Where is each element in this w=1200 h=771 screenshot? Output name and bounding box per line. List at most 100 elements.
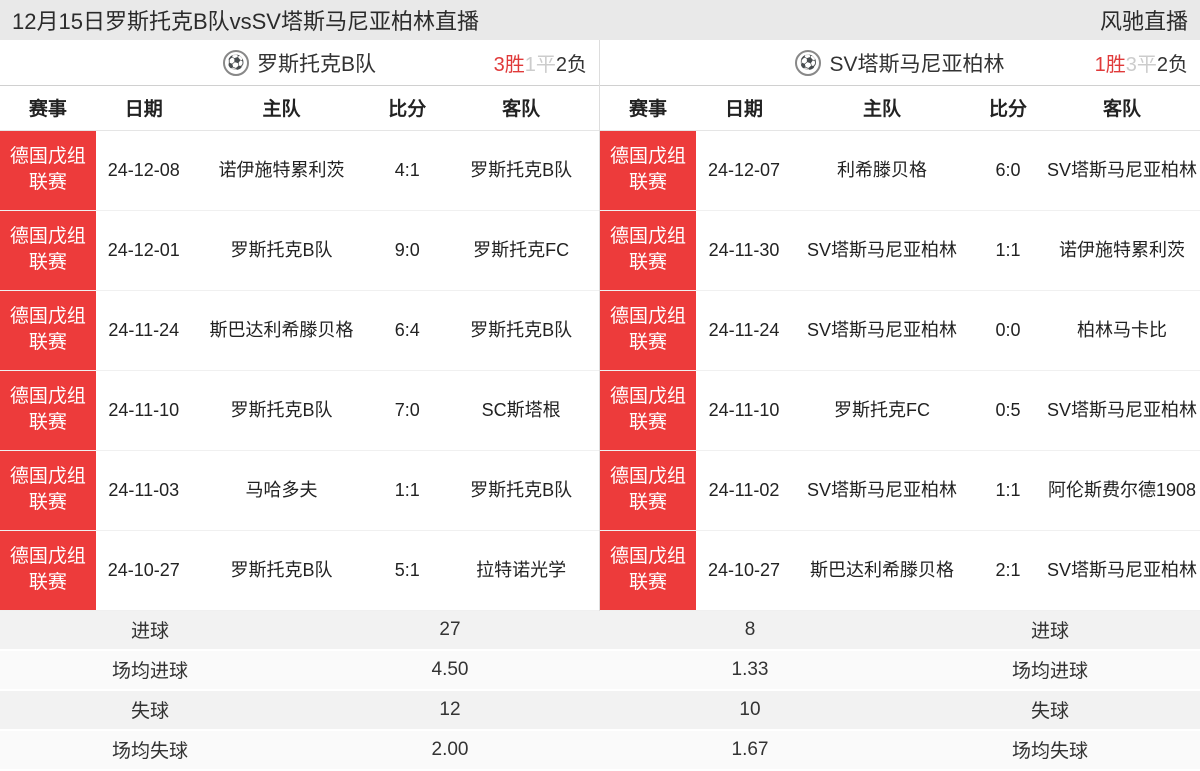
stat-label: 场均失球 xyxy=(0,736,300,763)
cell-away: SV塔斯马尼亚柏林 xyxy=(1044,530,1200,610)
cell-away: 罗斯托克B队 xyxy=(443,450,599,530)
stat-label: 进球 xyxy=(0,616,300,643)
stat-row-conceded: 失球 12 xyxy=(0,691,600,731)
cell-league: 德国戊组联赛 xyxy=(0,530,96,610)
cell-home: SV塔斯马尼亚柏林 xyxy=(792,290,972,370)
stat-row-avg-conceded: 1.67 场均失球 xyxy=(600,731,1200,771)
left-summary: 3胜1平2负 xyxy=(494,48,587,77)
table-row: 德国戊组联赛24-10-27罗斯托克B队5:1拉特诺光学 xyxy=(0,530,599,610)
table-row: 德国戊组联赛24-11-03马哈多夫1:1罗斯托克B队 xyxy=(0,450,599,530)
cell-away: SC斯塔根 xyxy=(443,370,599,450)
left-team-name: 罗斯托克B队 xyxy=(257,48,376,78)
cell-date: 24-11-30 xyxy=(696,210,792,290)
cell-score: 1:1 xyxy=(371,450,443,530)
cell-date: 24-11-24 xyxy=(696,290,792,370)
cell-home: 诺伊施特累利茨 xyxy=(192,130,372,210)
cell-home: SV塔斯马尼亚柏林 xyxy=(792,450,972,530)
cell-score: 5:1 xyxy=(371,530,443,610)
stat-value: 12 xyxy=(300,699,600,721)
left-team-header: ⚽ 罗斯托克B队 3胜1平2负 xyxy=(0,40,599,86)
stat-label: 失球 xyxy=(0,696,300,723)
stat-row-goals: 进球 27 xyxy=(0,611,600,651)
col-league: 赛事 xyxy=(600,86,696,130)
cell-league: 德国戊组联赛 xyxy=(0,450,96,530)
stat-value: 1.67 xyxy=(600,739,900,761)
cell-home: 斯巴达利希滕贝格 xyxy=(792,530,972,610)
cell-date: 24-11-24 xyxy=(96,290,192,370)
cell-home: 罗斯托克B队 xyxy=(192,370,372,450)
stat-label: 场均进球 xyxy=(0,656,300,683)
stat-row-avg-goals: 场均进球 4.50 xyxy=(0,651,600,691)
left-matches-table: 赛事 日期 主队 比分 客队 德国戊组联赛24-12-08诺伊施特累利茨4:1罗… xyxy=(0,86,599,611)
col-away: 客队 xyxy=(1044,86,1200,130)
table-row: 德国戊组联赛24-12-08诺伊施特累利茨4:1罗斯托克B队 xyxy=(0,130,599,210)
cell-date: 24-11-10 xyxy=(696,370,792,450)
cell-home: 马哈多夫 xyxy=(192,450,372,530)
right-stats: 8 进球 1.33 场均进球 10 失球 1.67 场均失球 xyxy=(600,611,1200,771)
table-row: 德国戊组联赛24-12-07利希滕贝格6:0SV塔斯马尼亚柏林 xyxy=(600,130,1200,210)
stat-row-conceded: 10 失球 xyxy=(600,691,1200,731)
cell-away: 柏林马卡比 xyxy=(1044,290,1200,370)
col-date: 日期 xyxy=(96,86,192,130)
table-header-row: 赛事 日期 主队 比分 客队 xyxy=(0,86,599,130)
col-score: 比分 xyxy=(972,86,1044,130)
table-row: 德国戊组联赛24-11-30SV塔斯马尼亚柏林1:1诺伊施特累利茨 xyxy=(600,210,1200,290)
stat-label: 场均失球 xyxy=(900,736,1200,763)
cell-score: 1:1 xyxy=(972,210,1044,290)
cell-score: 9:0 xyxy=(371,210,443,290)
cell-league: 德国戊组联赛 xyxy=(600,450,696,530)
stats-block: 进球 27 场均进球 4.50 失球 12 场均失球 2.00 8 进球 1.3… xyxy=(0,611,1200,771)
table-row: 德国戊组联赛24-12-01罗斯托克B队9:0罗斯托克FC xyxy=(0,210,599,290)
cell-home: 斯巴达利希滕贝格 xyxy=(192,290,372,370)
team-logo-icon: ⚽ xyxy=(795,50,821,76)
cell-league: 德国戊组联赛 xyxy=(600,530,696,610)
team-logo-icon: ⚽ xyxy=(223,50,249,76)
cell-date: 24-11-02 xyxy=(696,450,792,530)
right-team-header: ⚽ SV塔斯马尼亚柏林 1胜3平2负 xyxy=(600,40,1200,86)
right-team-name: SV塔斯马尼亚柏林 xyxy=(829,48,1004,78)
cell-date: 24-12-07 xyxy=(696,130,792,210)
cell-away: SV塔斯马尼亚柏林 xyxy=(1044,130,1200,210)
cell-score: 6:4 xyxy=(371,290,443,370)
cell-score: 6:0 xyxy=(972,130,1044,210)
col-league: 赛事 xyxy=(0,86,96,130)
cell-score: 7:0 xyxy=(371,370,443,450)
stat-value: 27 xyxy=(300,619,600,641)
cell-league: 德国戊组联赛 xyxy=(600,130,696,210)
cell-date: 24-12-08 xyxy=(96,130,192,210)
col-home: 主队 xyxy=(792,86,972,130)
site-name: 风驰直播 xyxy=(1100,4,1188,36)
cell-home: SV塔斯马尼亚柏林 xyxy=(792,210,972,290)
top-bar: 12月15日罗斯托克B队vsSV塔斯马尼亚柏林直播 风驰直播 xyxy=(0,0,1200,40)
stat-value: 10 xyxy=(600,699,900,721)
table-row: 德国戊组联赛24-11-02SV塔斯马尼亚柏林1:1阿伦斯费尔德1908 xyxy=(600,450,1200,530)
cell-home: 罗斯托克FC xyxy=(792,370,972,450)
cell-league: 德国戊组联赛 xyxy=(0,290,96,370)
left-stats: 进球 27 场均进球 4.50 失球 12 场均失球 2.00 xyxy=(0,611,600,771)
cell-date: 24-11-03 xyxy=(96,450,192,530)
table-row: 德国戊组联赛24-11-10罗斯托克FC0:5SV塔斯马尼亚柏林 xyxy=(600,370,1200,450)
col-score: 比分 xyxy=(371,86,443,130)
cell-away: 罗斯托克B队 xyxy=(443,130,599,210)
col-away: 客队 xyxy=(443,86,599,130)
cell-score: 0:0 xyxy=(972,290,1044,370)
cell-score: 4:1 xyxy=(371,130,443,210)
right-matches-table: 赛事 日期 主队 比分 客队 德国戊组联赛24-12-07利希滕贝格6:0SV塔… xyxy=(600,86,1200,611)
left-panel: ⚽ 罗斯托克B队 3胜1平2负 赛事 日期 主队 比分 客队 德国戊组联赛24-… xyxy=(0,40,600,611)
cell-league: 德国戊组联赛 xyxy=(0,370,96,450)
table-row: 德国戊组联赛24-10-27斯巴达利希滕贝格2:1SV塔斯马尼亚柏林 xyxy=(600,530,1200,610)
stat-label: 场均进球 xyxy=(900,656,1200,683)
cell-score: 1:1 xyxy=(972,450,1044,530)
table-row: 德国戊组联赛24-11-10罗斯托克B队7:0SC斯塔根 xyxy=(0,370,599,450)
cell-home: 利希滕贝格 xyxy=(792,130,972,210)
col-date: 日期 xyxy=(696,86,792,130)
cell-away: 阿伦斯费尔德1908 xyxy=(1044,450,1200,530)
cell-away: 罗斯托克FC xyxy=(443,210,599,290)
cell-date: 24-11-10 xyxy=(96,370,192,450)
cell-date: 24-10-27 xyxy=(696,530,792,610)
stat-row-avg-goals: 1.33 场均进球 xyxy=(600,651,1200,691)
cell-date: 24-12-01 xyxy=(96,210,192,290)
stat-row-goals: 8 进球 xyxy=(600,611,1200,651)
stat-label: 进球 xyxy=(900,616,1200,643)
cell-score: 2:1 xyxy=(972,530,1044,610)
